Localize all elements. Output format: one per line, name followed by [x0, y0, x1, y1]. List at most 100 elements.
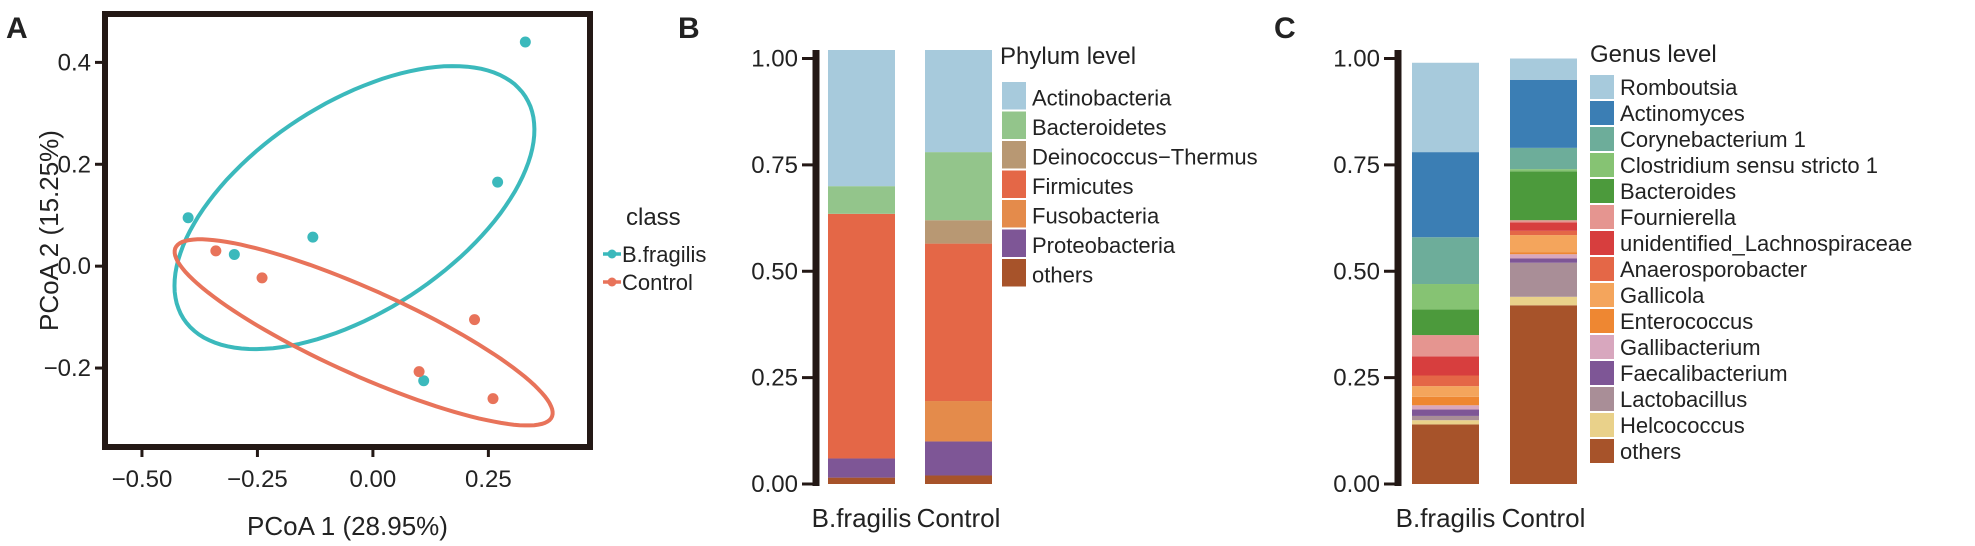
legend-label-fusobacteria: Fusobacteria: [1032, 204, 1160, 229]
legend-swatch-fusobacteria: [1002, 200, 1026, 228]
legend-swatch-romboutsia: [1590, 75, 1614, 99]
legend-label-enterococcus: Enterococcus: [1620, 309, 1753, 334]
pcoa-legend-title: class: [626, 204, 681, 231]
bar-segment-control-deinococcus-thermus: [925, 220, 992, 244]
legend-swatch-enterococcus: [1590, 309, 1614, 333]
legend-label-deinococcus-thermus: Deinococcus−Thermus: [1032, 145, 1258, 170]
legend-swatch-others: [1590, 439, 1614, 463]
legend-swatch-anaerosporobacter: [1590, 257, 1614, 281]
bar-segment-b-fragilis-bacteroidetes: [828, 186, 895, 214]
bar-segment-control-actinomyces: [1510, 79, 1577, 148]
legend-swatch-bacteroidetes: [1002, 111, 1026, 139]
legend-swatch-fournierella: [1590, 205, 1614, 229]
bar-segment-control-corynebacterium-1: [1510, 147, 1577, 170]
bar-segment-b-fragilis-proteobacteria: [828, 458, 895, 478]
legend-label-actinobacteria: Actinobacteria: [1032, 86, 1172, 111]
point-b-fragilis: [519, 36, 531, 48]
legend-swatch-gallicola: [1590, 283, 1614, 307]
genus-x-labels: B.fragilis Control: [1396, 503, 1586, 533]
y-tick-label: 0.4: [58, 49, 91, 76]
legend-swatch-proteobacteria: [1002, 229, 1026, 257]
legend-label-actinomyces: Actinomyces: [1620, 101, 1745, 126]
point-b-fragilis: [228, 248, 240, 260]
bar-segment-control-others: [925, 475, 992, 484]
bar-segment-control-anaerosporobacter: [1510, 230, 1577, 236]
bar-segment-control-gallicola: [1510, 235, 1577, 253]
bar-segment-control-romboutsia: [1510, 58, 1577, 80]
legend-label-unidentified-lachnospiraceae: unidentified_Lachnospiraceae: [1620, 231, 1912, 256]
phylum-x-labels: B.fragilis Control: [812, 503, 1001, 533]
bar-segment-b-fragilis-others: [1412, 424, 1479, 484]
bar-segment-b-fragilis-actinobacteria: [828, 50, 895, 187]
genus-bars: [1412, 58, 1577, 484]
legend-label-bacteroidetes: Bacteroidetes: [1032, 115, 1167, 140]
y-tick-label: 0.75: [751, 152, 798, 179]
bar-segment-control-actinobacteria: [925, 50, 992, 153]
y-tick-label: 0.0: [58, 253, 91, 280]
point-b-fragilis: [307, 231, 319, 243]
point-control: [469, 314, 481, 326]
bar-segment-b-fragilis-romboutsia: [1412, 62, 1479, 153]
y-tick-label: 0.2: [58, 151, 91, 178]
pcoa-plot-area: [172, 36, 555, 428]
bar-segment-control-firmicutes: [925, 243, 992, 402]
y-tick-label: 0.25: [751, 365, 798, 392]
pcoa-y-ticks: −0.2 0.0 0.2 0.4: [44, 49, 105, 382]
legend-label-others: others: [1620, 439, 1681, 464]
point-control: [487, 393, 499, 405]
legend-dot-control: [607, 277, 617, 287]
legend-label-fournierella: Fournierella: [1620, 205, 1737, 230]
bar-segment-control-helcococcus: [1510, 296, 1577, 306]
phylum-y-ticks: 0.00 0.25 0.50 0.75 1.00: [751, 46, 816, 498]
phylum-legend-title: Phylum level: [1000, 43, 1136, 70]
bar-segment-b-fragilis-fournierella: [1412, 335, 1479, 357]
y-tick-label: −0.2: [44, 355, 91, 382]
x-tick-label: 0.25: [465, 466, 512, 493]
legend-label-bacteroides: Bacteroides: [1620, 179, 1736, 204]
legend-label-gallicola: Gallicola: [1620, 283, 1705, 308]
x-category-label: B.fragilis: [812, 503, 912, 533]
x-category-label: B.fragilis: [1396, 503, 1496, 533]
point-b-fragilis: [418, 375, 430, 387]
legend-swatch-deinococcus-thermus: [1002, 141, 1026, 169]
bar-segment-control-fournierella: [1510, 220, 1577, 223]
bar-segment-b-fragilis-others: [828, 477, 895, 484]
legend-swatch-corynebacterium-1: [1590, 127, 1614, 151]
bar-segment-control-unidentified-lachnospiraceae: [1510, 222, 1577, 231]
legend-swatch-clostridium-sensu-stricto-1: [1590, 153, 1614, 177]
legend-swatch-bacteroides: [1590, 179, 1614, 203]
bar-segment-control-enterococcus: [1510, 252, 1577, 255]
legend-swatch-unidentified-lachnospiraceae: [1590, 231, 1614, 255]
legend-swatch-others: [1002, 259, 1026, 287]
bar-segment-control-others: [1510, 305, 1577, 484]
genus-legend-title: Genus level: [1590, 41, 1717, 68]
legend-label-b-fragilis: B.fragilis: [622, 242, 706, 267]
pcoa-legend: class B.fragilis Control: [603, 204, 706, 295]
ellipse-control: [172, 237, 555, 428]
point-b-fragilis: [492, 176, 504, 188]
x-category-label: Control: [917, 503, 1001, 533]
legend-label-gallibacterium: Gallibacterium: [1620, 335, 1761, 360]
bar-segment-b-fragilis-anaerosporobacter: [1412, 375, 1479, 387]
bar-segment-control-proteobacteria: [925, 441, 992, 476]
bar-segment-b-fragilis-firmicutes: [828, 213, 895, 459]
legend-swatch-faecalibacterium: [1590, 361, 1614, 385]
bar-segment-b-fragilis-bacteroides: [1412, 309, 1479, 336]
point-control: [210, 245, 222, 257]
panel-a-label: A: [6, 12, 28, 45]
legend-swatch-lactobacillus: [1590, 387, 1614, 411]
y-tick-label: 0.50: [1333, 258, 1380, 285]
bar-segment-b-fragilis-gallibacterium: [1412, 405, 1479, 410]
legend-swatch-gallibacterium: [1590, 335, 1614, 359]
y-tick-label: 0.00: [751, 471, 798, 498]
bar-segment-control-bacteroides: [1510, 171, 1577, 221]
legend-label-control: Control: [622, 270, 693, 295]
legend-label-lactobacillus: Lactobacillus: [1620, 387, 1747, 412]
legend-swatch-helcococcus: [1590, 413, 1614, 437]
panel-a-pcoa-scatter: A −0.50 −0.25 0.00 0.25 −0.2 0.0 0.2 0.4 PCoA …: [6, 11, 706, 541]
bar-segment-b-fragilis-helcococcus: [1412, 420, 1479, 425]
legend-swatch-actinobacteria: [1002, 82, 1026, 110]
legend-swatch-actinomyces: [1590, 101, 1614, 125]
x-tick-label: −0.25: [227, 466, 288, 493]
